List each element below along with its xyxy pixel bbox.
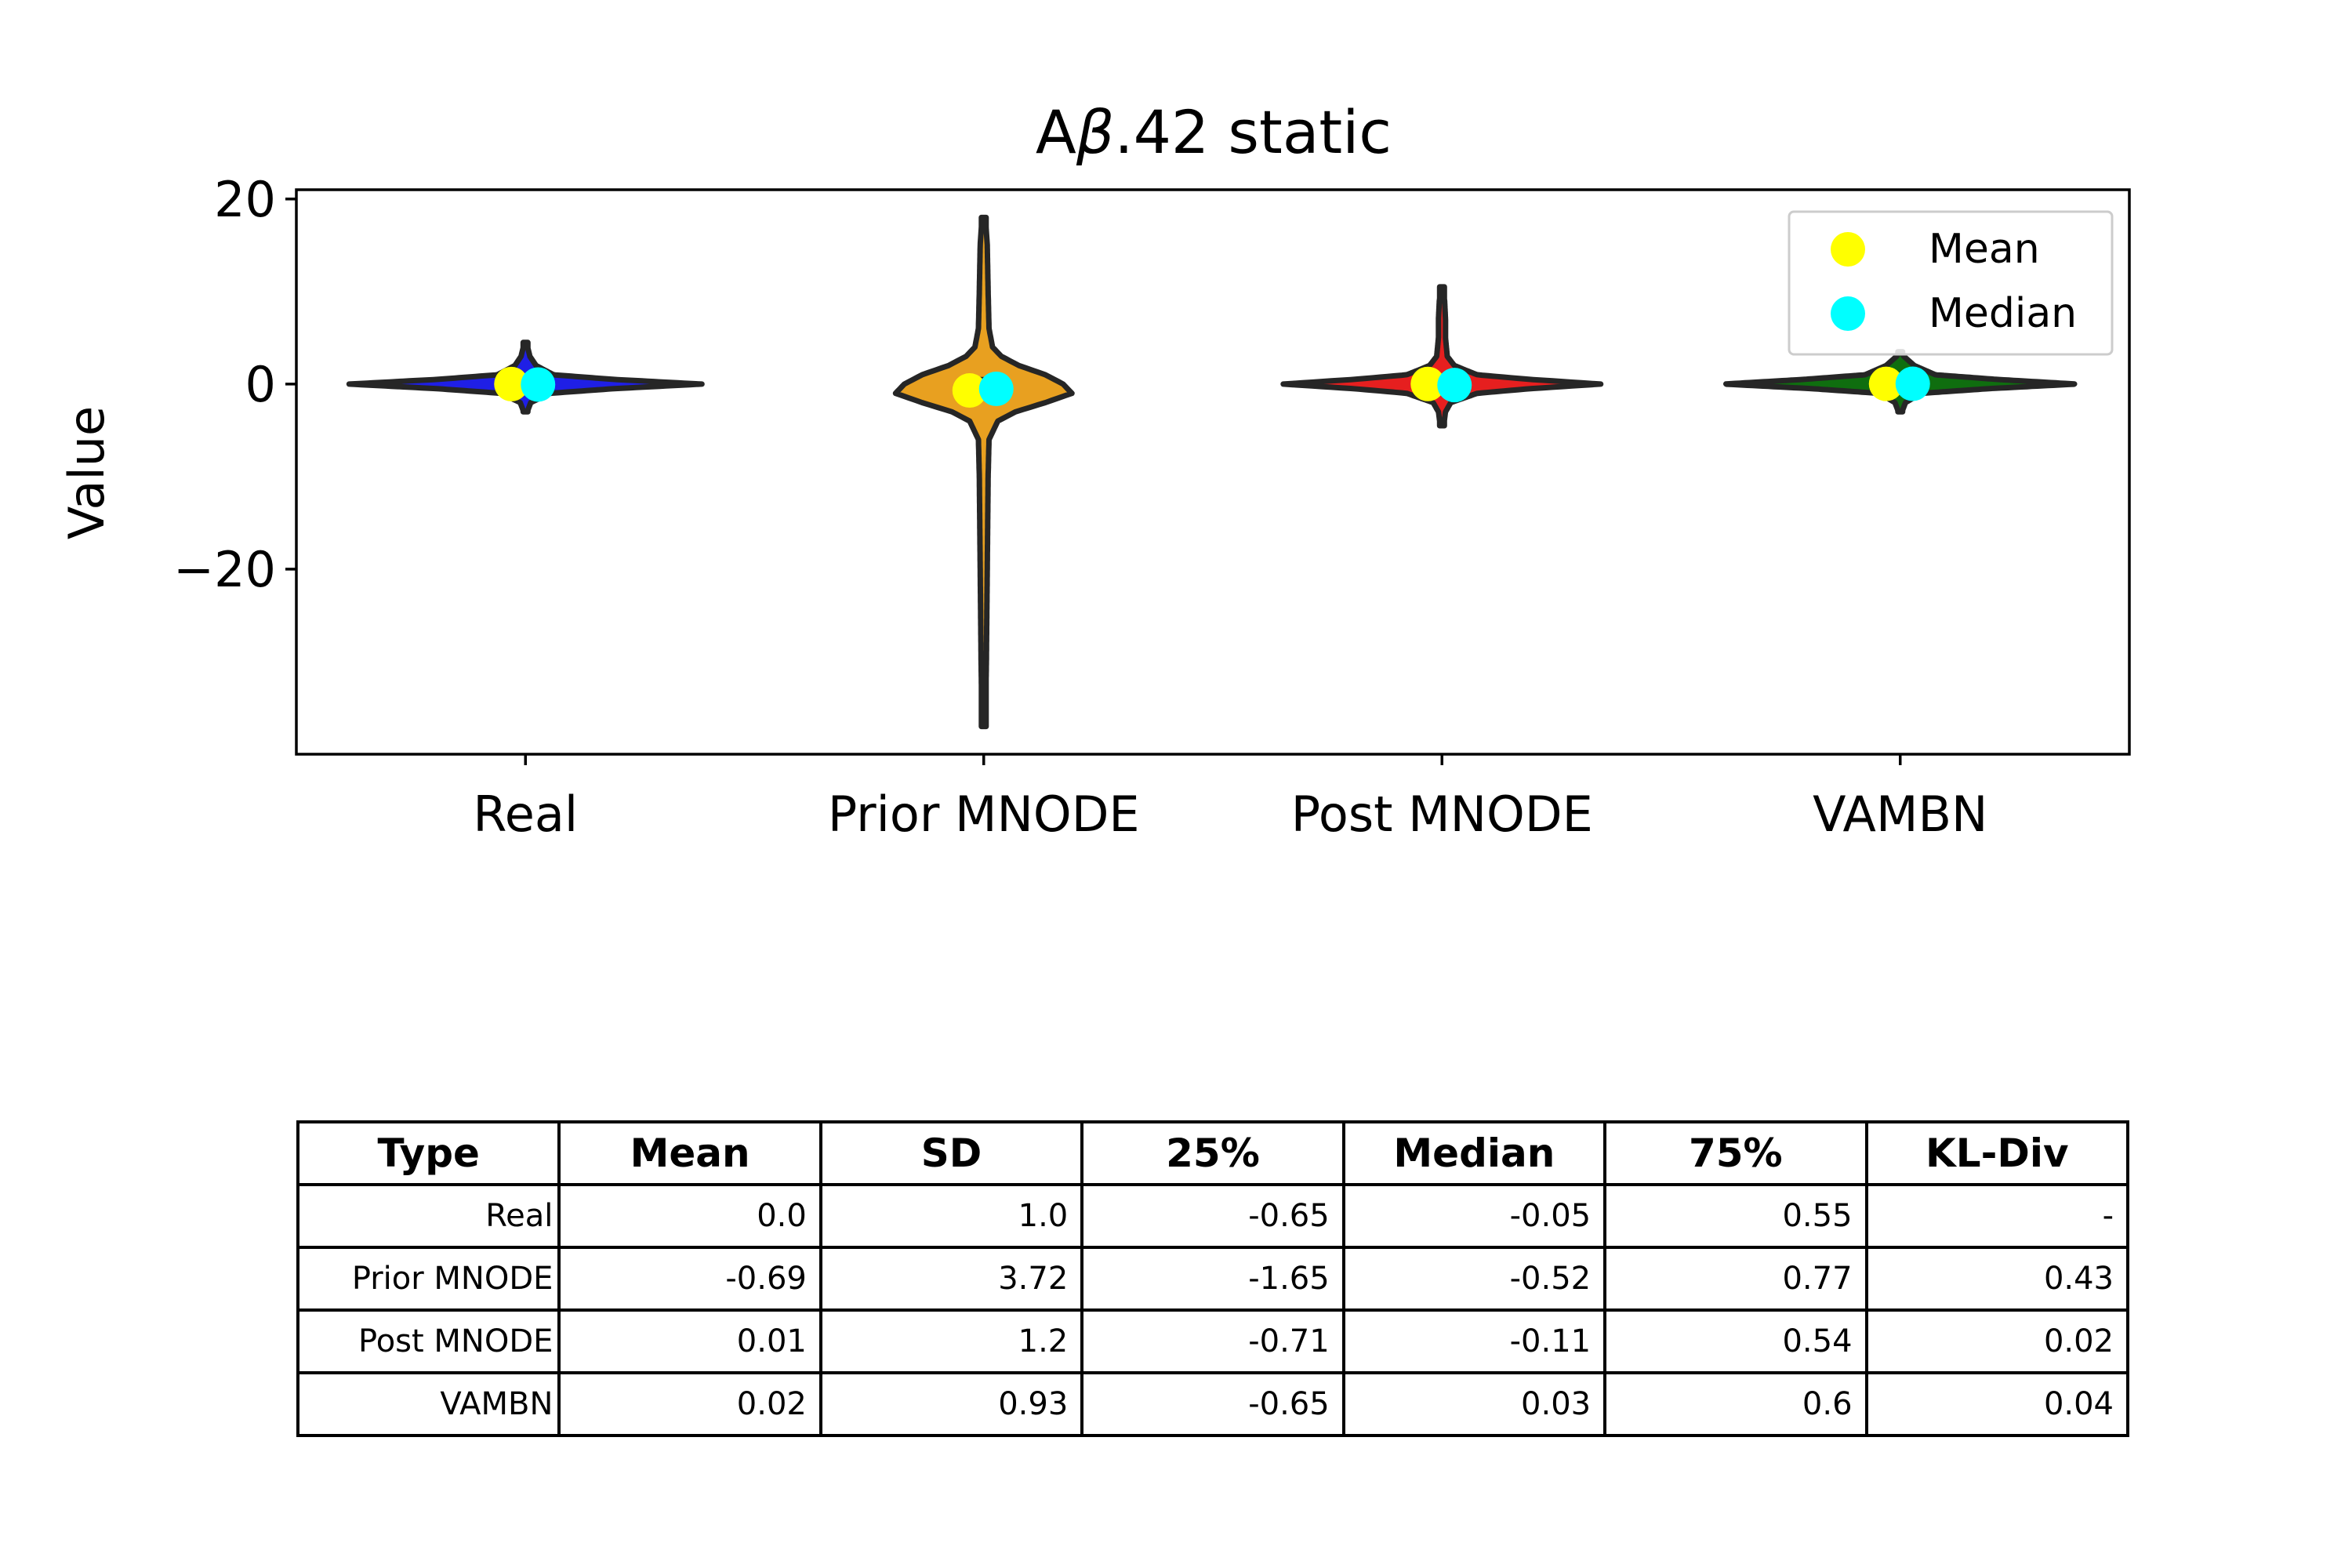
median-point: [1895, 366, 1930, 401]
y-tick-label: −20: [173, 541, 276, 598]
table-row: Real 0.0 1.0 -0.65 -0.05 0.55-: [296, 1183, 2130, 1249]
y-tick-label: 0: [245, 356, 276, 413]
table-type-cell: Post MNODE: [296, 1308, 561, 1374]
axes: 20 0 −20 Real Prior MNODE Post MNODE VAMBN: [173, 171, 2131, 843]
legend-marker-median: [1831, 296, 1865, 331]
x-tick-label: Post MNODE: [1291, 786, 1593, 843]
table-cell: -0.11: [1341, 1308, 1607, 1374]
table-header-cell: Type: [296, 1120, 561, 1186]
table-cell: 1.0: [818, 1183, 1084, 1249]
table-cell: -: [1864, 1183, 2130, 1249]
mean-point: [952, 373, 987, 408]
violin-real: [346, 339, 705, 415]
violin-post-mnode: [1280, 284, 1604, 429]
table-type-cell: Prior MNODE: [296, 1246, 561, 1312]
table-cell: -0.65: [1080, 1371, 1345, 1437]
table-cell: 3.72: [818, 1246, 1084, 1312]
table-row: Post MNODE 0.01 1.2 -0.71 -0.11 0.54 0.02: [296, 1308, 2130, 1374]
table-cell: 1.2: [818, 1308, 1084, 1374]
median-point: [1437, 368, 1472, 403]
table-header-row: Type Mean SD 25% Median 75% KL-Div: [296, 1120, 2130, 1186]
x-tick-label: Real: [473, 786, 578, 843]
table-cell: 0.01: [557, 1308, 822, 1374]
y-axis-label: Value: [58, 406, 115, 539]
table-cell: -0.52: [1341, 1246, 1607, 1312]
median-point: [521, 367, 556, 402]
mean-point: [494, 366, 529, 401]
violins: [346, 214, 2078, 730]
table-cell: 0.03: [1341, 1371, 1607, 1437]
violin-body: [1280, 284, 1604, 429]
table-header-cell: KL-Div: [1864, 1120, 2130, 1186]
legend-box: [1788, 210, 2114, 356]
table-header-cell: Median: [1341, 1120, 1607, 1186]
x-tick-label: VAMBN: [1813, 786, 1987, 843]
violin-vambn: [1723, 349, 2078, 415]
legend-label-mean: Mean: [1929, 226, 2040, 273]
table-header-cell: Mean: [557, 1120, 822, 1186]
table-cell: 0.0: [557, 1183, 822, 1249]
table-body: Real 0.0 1.0 -0.65 -0.05 0.55- Prior MNODE -0.6…: [296, 1183, 2130, 1437]
table-cell: 0.43: [1864, 1246, 2130, 1312]
table-row: Prior MNODE -0.69 3.72 -1.65 -0.52 0.77 0.43: [296, 1246, 2130, 1312]
table-cell: 0.02: [557, 1371, 822, 1437]
table-cell: -0.65: [1080, 1183, 1345, 1249]
table-cell: 0.93: [818, 1371, 1084, 1437]
table-type-cell: VAMBN: [296, 1371, 561, 1437]
table-cell: 0.6: [1603, 1371, 1868, 1437]
table-cell: 0.55: [1603, 1183, 1868, 1249]
table-header-cell: 75%: [1603, 1120, 1868, 1186]
y-tick-label: 20: [214, 171, 276, 228]
violin-body: [892, 214, 1075, 730]
median-point: [978, 372, 1014, 407]
table-cell: 0.77: [1603, 1246, 1868, 1312]
x-tick-label: Prior MNODE: [828, 786, 1140, 843]
table-cell: 0.02: [1864, 1308, 2130, 1374]
table-cell: 0.54: [1603, 1308, 1868, 1374]
table-header-cell: SD: [818, 1120, 1084, 1186]
chart-title: Aβ.42 static: [1036, 97, 1392, 167]
legend-marker-mean: [1831, 232, 1865, 267]
table-row: VAMBN 0.02 0.93 -0.65 0.03 0.6 0.04: [296, 1371, 2130, 1437]
table-cell: 0.04: [1864, 1371, 2130, 1437]
mean-point: [1868, 366, 1904, 401]
table-cell: -0.71: [1080, 1308, 1345, 1374]
table-header-cell: 25%: [1080, 1120, 1345, 1186]
legend-label-median: Median: [1929, 290, 2077, 337]
legend: Mean Median: [1788, 210, 2114, 356]
stats-table: Type Mean SD 25% Median 75% KL-Div Real 0.0 1.0-…: [296, 1120, 2130, 1437]
plot-frame: [295, 188, 2131, 756]
table-cell: -0.05: [1341, 1183, 1607, 1249]
mean-point: [1410, 366, 1446, 401]
violin-prior-mnode: [892, 214, 1075, 730]
table-type-cell: Real: [296, 1183, 561, 1249]
table-cell: -0.69: [557, 1246, 822, 1312]
table-cell: -1.65: [1080, 1246, 1345, 1312]
